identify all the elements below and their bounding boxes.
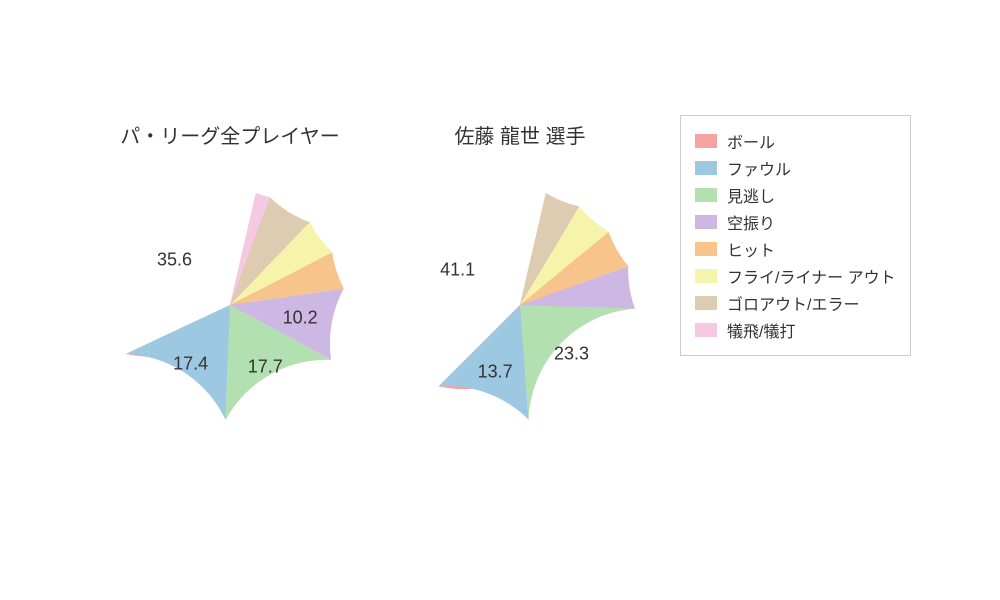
pie-slice-player-hit [520, 232, 628, 305]
chart-title-player: 佐藤 龍世 選手 [380, 120, 660, 149]
legend-item-fly_liner: フライ/ライナー アウト [695, 264, 896, 288]
legend-item-hit: ヒット [695, 237, 896, 261]
legend-label-sac: 犠飛/犠打 [727, 318, 795, 342]
legend-swatch-fly_liner [695, 269, 717, 283]
legend-label-foul: ファウル [727, 156, 791, 180]
pie-value-league-swinging: 10.2 [283, 307, 318, 328]
pie-value-league-looking: 17.7 [248, 356, 283, 377]
chart-title-league: パ・リーグ全プレイヤー [90, 120, 370, 149]
pie-slice-player-ground [520, 193, 579, 305]
legend-item-looking: 見逃し [695, 183, 896, 207]
chart-stage: パ・リーグ全プレイヤー 35.6 17.4 17.7 10.2 佐藤 龍世 選手 41.1 1… [0, 0, 1000, 600]
legend-swatch-ground [695, 296, 717, 310]
legend-swatch-hit [695, 242, 717, 256]
legend-swatch-foul [695, 161, 717, 175]
legend-label-hit: ヒット [727, 237, 775, 261]
legend-swatch-ball [695, 134, 717, 148]
legend-swatch-sac [695, 323, 717, 337]
pie-value-player-looking: 23.3 [554, 344, 589, 365]
pie-value-league-ball: 35.6 [157, 250, 192, 271]
pie-slice-league-hit [230, 252, 344, 305]
pie-value-player-ball: 41.1 [440, 260, 475, 281]
legend-item-foul: ファウル [695, 156, 896, 180]
pie-value-league-foul: 17.4 [173, 354, 208, 375]
legend-swatch-looking [695, 188, 717, 202]
pie-slice-league-sac [230, 193, 270, 305]
legend: ボールファウル見逃し空振りヒットフライ/ライナー アウトゴロアウト/エラー犠飛/… [680, 115, 911, 356]
pie-value-player-foul: 13.7 [478, 361, 513, 382]
legend-swatch-swinging [695, 215, 717, 229]
legend-label-looking: 見逃し [727, 183, 775, 207]
pie-slice-league-ball [126, 193, 267, 357]
legend-label-swinging: 空振り [727, 210, 775, 234]
legend-item-swinging: 空振り [695, 210, 896, 234]
legend-label-ball: ボール [727, 129, 775, 153]
legend-item-ground: ゴロアウト/エラー [695, 291, 896, 315]
pie-slice-league-ground [230, 197, 310, 305]
legend-label-fly_liner: フライ/ライナー アウト [727, 264, 896, 288]
pie-slice-player-swinging [520, 266, 635, 309]
legend-label-ground: ゴロアウト/エラー [727, 291, 859, 315]
pie-slice-player-fly_liner [520, 206, 609, 305]
legend-item-sac: 犠飛/犠打 [695, 318, 896, 342]
pie-slice-league-fly_liner [230, 222, 332, 305]
legend-item-ball: ボール [695, 129, 896, 153]
